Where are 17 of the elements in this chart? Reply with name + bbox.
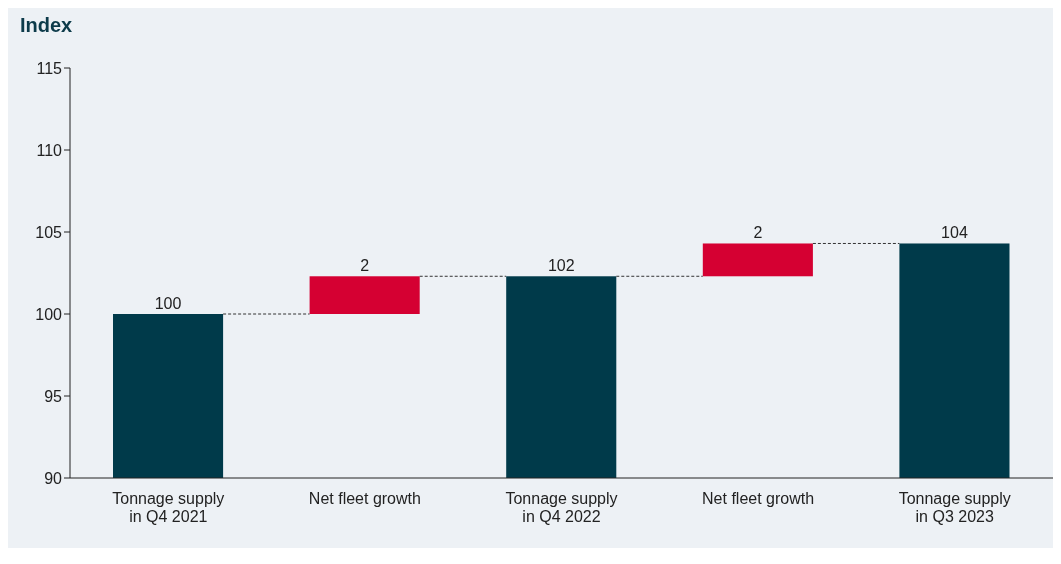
y-tick-label: 115 [36, 59, 63, 77]
y-tick-label: 105 [35, 223, 63, 241]
y-tick-label: 100 [35, 305, 63, 323]
data-label: 100 [154, 295, 182, 312]
y-axis-title: Index [20, 14, 73, 37]
x-tick-label: Tonnage supply in Q4 2021 [112, 490, 225, 525]
x-tick-label: Tonnage supply in Q3 2023 [898, 490, 1011, 525]
y-tick-label: 95 [44, 387, 63, 405]
data-label: 2 [360, 257, 370, 275]
x-tick-label: Net fleet growth [308, 490, 421, 507]
y-tick-label: 90 [44, 469, 63, 487]
data-label: 2 [753, 224, 763, 242]
x-tick-label: Tonnage supply in Q4 2022 [505, 490, 618, 525]
x-tick-label: Net fleet growth [702, 490, 815, 507]
y-tick-label: 110 [36, 141, 63, 159]
data-label: 104 [941, 224, 968, 242]
data-label: 102 [547, 257, 575, 275]
